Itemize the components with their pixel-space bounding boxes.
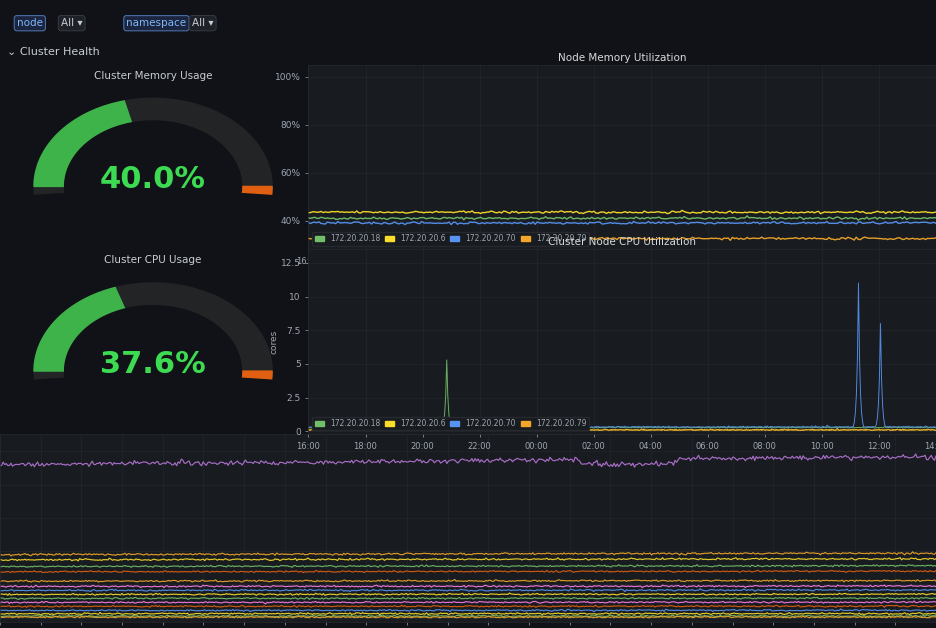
Text: 40.0%: 40.0% xyxy=(100,165,206,194)
Text: node: node xyxy=(17,18,43,28)
Title: Cluster Node CPU Utilization: Cluster Node CPU Utilization xyxy=(548,237,696,247)
Polygon shape xyxy=(241,371,272,379)
Polygon shape xyxy=(34,283,272,379)
Text: All ▾: All ▾ xyxy=(192,18,213,28)
Text: Cluster CPU Usage: Cluster CPU Usage xyxy=(105,255,202,265)
Title: Node Memory Utilization: Node Memory Utilization xyxy=(558,53,686,63)
Polygon shape xyxy=(34,99,272,194)
Legend: 172.20.20.18, 172.20.20.6, 172.20.20.70, 172.20.20.79: 172.20.20.18, 172.20.20.6, 172.20.20.70,… xyxy=(313,416,589,430)
Polygon shape xyxy=(65,121,241,252)
Legend: 172.20.20.18, 172.20.20.6, 172.20.20.70, 172.20.20.79: 172.20.20.18, 172.20.20.6, 172.20.20.70,… xyxy=(313,232,589,246)
Text: 37.6%: 37.6% xyxy=(100,350,206,379)
Text: namespace: namespace xyxy=(126,18,186,28)
Polygon shape xyxy=(241,187,272,194)
Title: Container Memory Utilization: Container Memory Utilization xyxy=(391,422,545,432)
Text: ⌄ Cluster Health: ⌄ Cluster Health xyxy=(7,48,100,57)
Text: All ▾: All ▾ xyxy=(61,18,82,28)
Polygon shape xyxy=(34,288,124,371)
Polygon shape xyxy=(34,101,132,187)
Y-axis label: cores: cores xyxy=(269,330,278,354)
Text: Cluster Memory Usage: Cluster Memory Usage xyxy=(94,70,212,80)
Polygon shape xyxy=(65,306,241,436)
